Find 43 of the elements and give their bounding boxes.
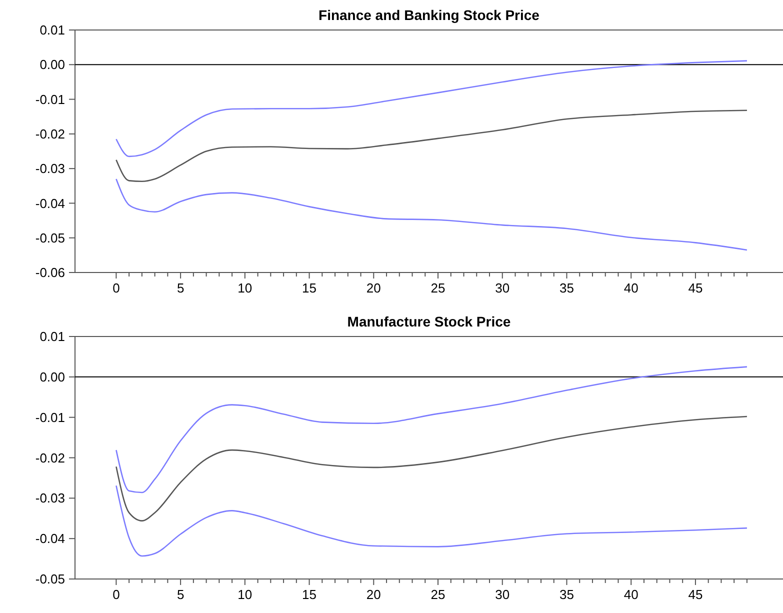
x-tick-label: 10 xyxy=(238,280,252,296)
x-tick-label: 45 xyxy=(688,587,703,602)
chart-title: Manufacture Stock Price xyxy=(347,314,511,330)
y-tick-label: -0.02 xyxy=(35,126,65,142)
line-series xyxy=(116,416,748,522)
y-tick-label: -0.02 xyxy=(35,450,65,466)
x-tick-label: 0 xyxy=(112,280,120,296)
x-tick-label: 20 xyxy=(366,587,381,602)
y-tick-label: 0.01 xyxy=(40,22,65,38)
y-tick-label: -0.05 xyxy=(35,572,65,587)
y-tick-label: 0.00 xyxy=(40,57,65,72)
line-series xyxy=(116,366,748,494)
x-tick-label: 25 xyxy=(430,280,446,296)
x-tick-label: 40 xyxy=(624,280,638,296)
y-tick-label: -0.04 xyxy=(35,196,65,211)
y-tick-label: -0.04 xyxy=(35,531,65,546)
x-tick-label: 10 xyxy=(238,587,252,602)
chart-title: Finance and Banking Stock Price xyxy=(318,7,540,23)
x-tick-label: 15 xyxy=(302,587,317,602)
line-series xyxy=(116,178,748,251)
y-tick-label: 0.00 xyxy=(40,369,65,384)
y-tick-label: 0.01 xyxy=(40,329,65,344)
x-tick-label: 35 xyxy=(560,280,574,296)
line-series xyxy=(116,110,748,182)
x-tick-label: 40 xyxy=(624,587,638,602)
line-series xyxy=(116,60,748,158)
x-tick-label: 5 xyxy=(176,280,184,296)
x-tick-label: 0 xyxy=(112,587,120,602)
y-tick-label: -0.03 xyxy=(35,161,65,176)
y-tick-label: -0.01 xyxy=(35,92,65,107)
x-tick-label: 25 xyxy=(430,587,446,602)
x-tick-label: 5 xyxy=(176,587,184,602)
x-tick-label: 30 xyxy=(495,587,510,602)
y-tick-label: -0.06 xyxy=(35,265,65,280)
y-tick-label: -0.03 xyxy=(35,490,65,506)
x-tick-label: 15 xyxy=(302,280,317,296)
x-tick-label: 45 xyxy=(688,280,703,296)
y-tick-label: -0.05 xyxy=(35,230,65,246)
y-tick-label: -0.01 xyxy=(35,410,65,425)
line-series xyxy=(116,484,748,557)
x-tick-label: 20 xyxy=(366,280,381,296)
x-tick-label: 30 xyxy=(495,280,510,296)
x-tick-label: 35 xyxy=(560,587,574,602)
